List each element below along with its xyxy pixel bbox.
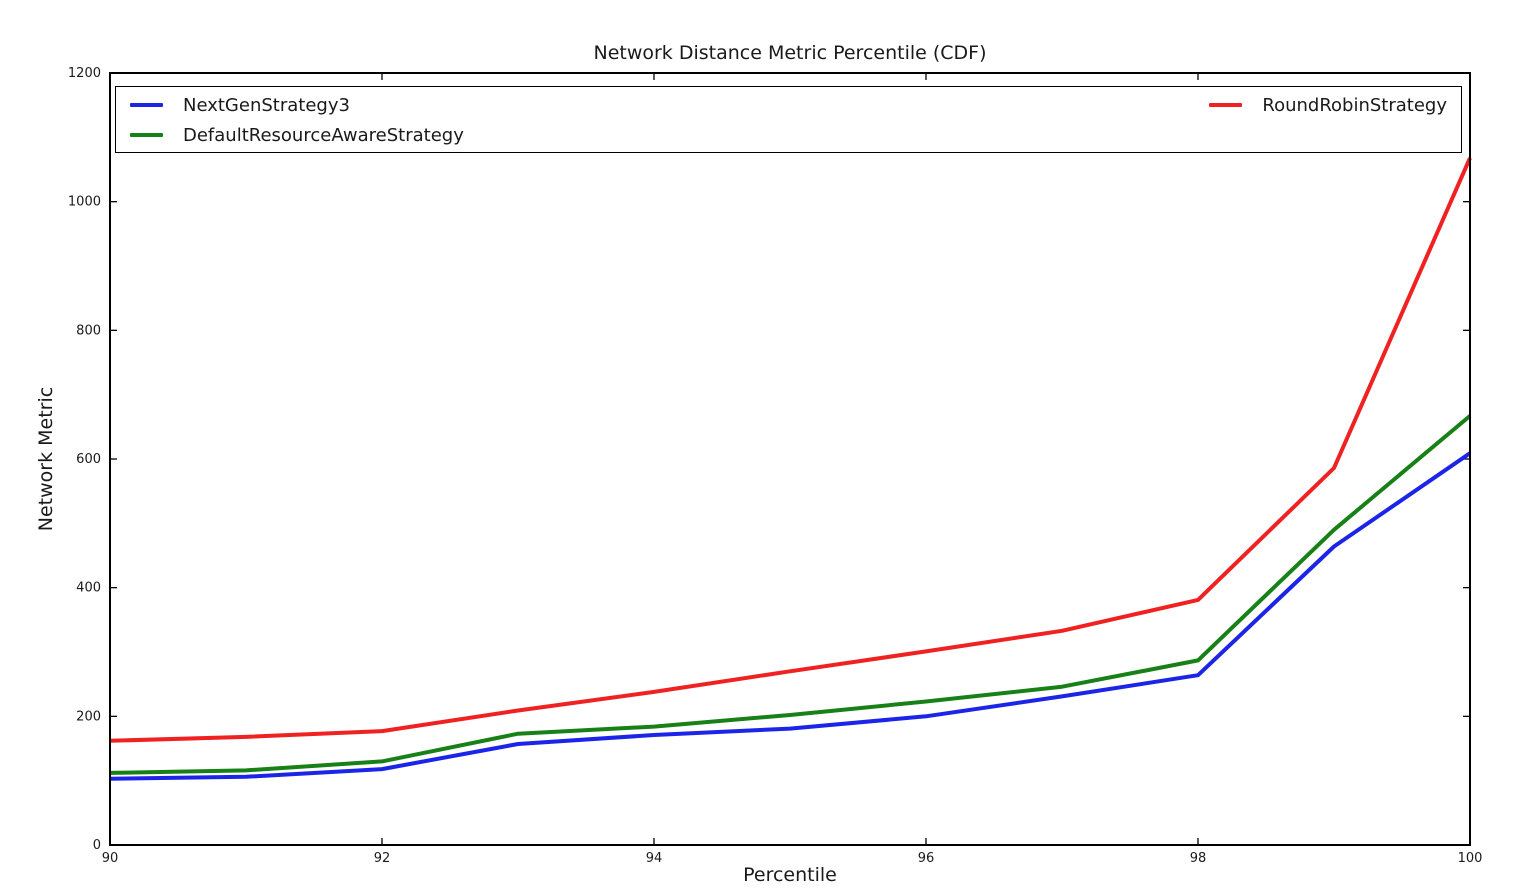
legend-label: NextGenStrategy3 [183, 94, 350, 116]
chart-title: Network Distance Metric Percentile (CDF) [593, 42, 987, 64]
x-tick-label: 98 [1190, 851, 1207, 866]
legend-entry: DefaultResourceAwareStrategy [130, 120, 464, 150]
y-tick-label: 600 [76, 452, 101, 467]
legend-column-left: NextGenStrategy3 DefaultResourceAwareStra… [130, 90, 464, 150]
y-tick-label: 400 [76, 581, 101, 596]
x-tick-label: 92 [374, 851, 391, 866]
y-tick-label: 0 [93, 838, 101, 853]
x-tick-label: 96 [918, 851, 935, 866]
legend-swatch-icon [130, 133, 163, 137]
x-tick-label: 90 [102, 851, 119, 866]
series-line-RoundRobinStrategy [109, 157, 1472, 743]
legend-swatch-icon [130, 103, 163, 107]
legend-entry: RoundRobinStrategy [1209, 90, 1447, 120]
legend-label: DefaultResourceAwareStrategy [183, 124, 464, 146]
x-tick-label: 94 [646, 851, 663, 866]
legend-label: RoundRobinStrategy [1262, 94, 1447, 116]
plot-border [109, 72, 1471, 846]
y-tick-label: 1200 [68, 66, 101, 81]
legend-column-right: RoundRobinStrategy [1209, 90, 1447, 120]
x-axis-label: Percentile [743, 864, 837, 886]
y-tick-label: 200 [76, 709, 101, 724]
y-tick-label: 1000 [68, 195, 101, 210]
series-line-NextGenStrategy3 [109, 451, 1472, 781]
x-tick-label: 100 [1458, 851, 1483, 866]
y-axis-label: Network Metric [35, 386, 57, 532]
legend-entry: NextGenStrategy3 [130, 90, 464, 120]
series-line-DefaultResourceAwareStrategy [109, 414, 1472, 775]
y-tick-label: 800 [76, 323, 101, 338]
legend-swatch-icon [1209, 103, 1243, 107]
legend: NextGenStrategy3 DefaultResourceAwareStra… [115, 86, 1462, 153]
